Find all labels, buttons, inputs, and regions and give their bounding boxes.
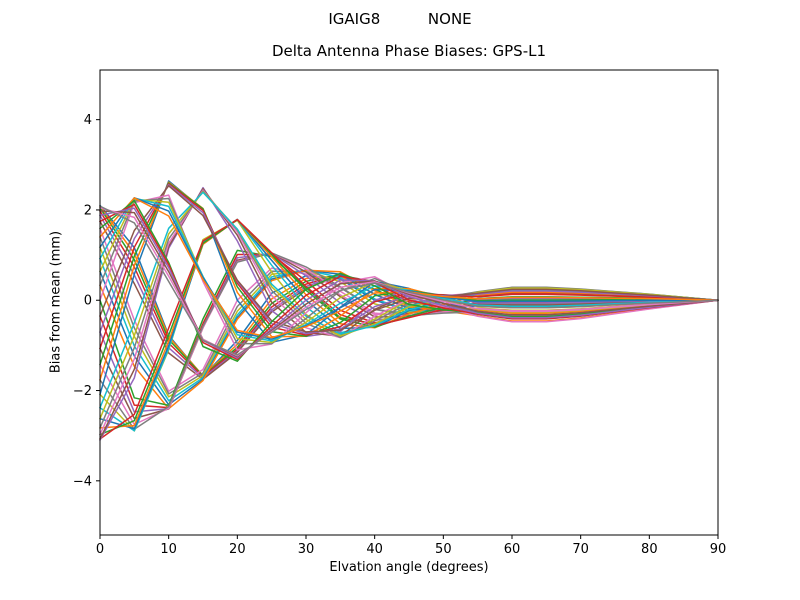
x-tick-label: 80	[641, 542, 658, 557]
bias-series-line	[99, 218, 719, 432]
x-tick-label: 10	[160, 542, 177, 557]
bias-series-line	[99, 218, 719, 436]
axes-spines	[99, 69, 719, 536]
bias-series-line	[99, 185, 719, 333]
bias-series-line	[99, 180, 719, 396]
y-tick-label: −2	[73, 384, 92, 399]
bias-series-line	[99, 252, 719, 426]
bias-series-line	[99, 210, 719, 358]
x-tick-label: 50	[435, 542, 452, 557]
x-tick-label: 0	[96, 542, 104, 557]
axes-title: Delta Antenna Phase Biases: GPS-L1	[271, 42, 547, 60]
y-tick-label: −4	[73, 474, 92, 489]
x-tick-label: 90	[710, 542, 727, 557]
bias-series-line	[99, 199, 719, 362]
y-tick-label: 2	[84, 203, 92, 218]
x-tick-label: 60	[504, 542, 521, 557]
bias-series-line	[99, 252, 719, 420]
bias-series-line	[99, 207, 719, 359]
bias-series-line	[99, 252, 719, 431]
x-tick-label: 40	[366, 542, 383, 557]
bias-series-line	[99, 219, 719, 432]
bias-series-line	[99, 194, 719, 351]
x-axis-label: Elvation angle (degrees)	[329, 560, 489, 575]
x-tick-label: 20	[229, 542, 246, 557]
figure-suptitle: IGAIG8 NONE	[328, 10, 472, 28]
bias-series-line	[99, 197, 719, 340]
bias-series-line	[99, 203, 719, 361]
x-tick-label: 70	[572, 542, 589, 557]
bias-series-line	[99, 207, 719, 357]
y-tick-label: 0	[84, 294, 92, 309]
x-tick-label: 30	[298, 542, 315, 557]
y-tick-label: 4	[84, 113, 92, 128]
bias-series-line	[99, 205, 719, 356]
